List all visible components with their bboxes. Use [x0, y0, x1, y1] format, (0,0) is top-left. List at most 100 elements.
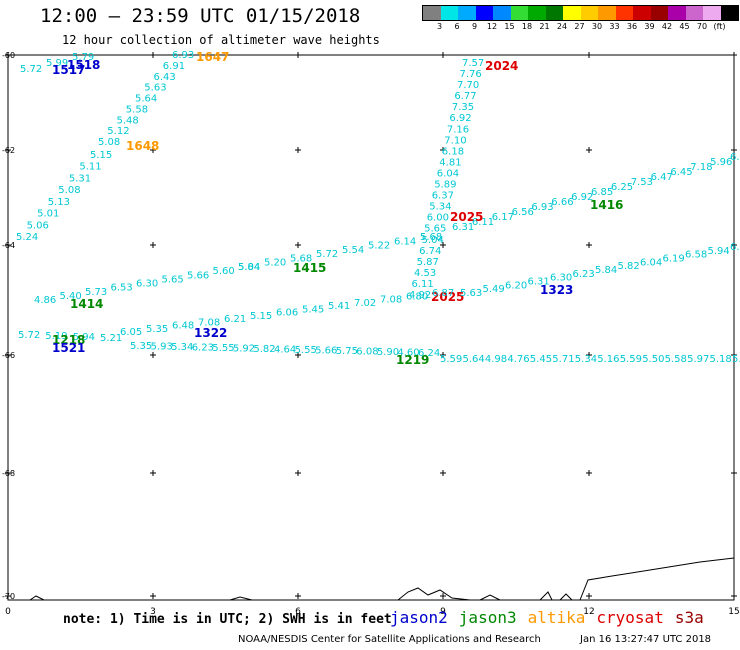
wave-height-value: 5.96	[710, 157, 732, 168]
wave-height-value: 5.73	[85, 287, 107, 298]
wave-height-value: 5.15	[250, 311, 272, 322]
wave-height-value: 6.47	[651, 172, 673, 183]
pass-time-label: 1415	[293, 261, 326, 275]
legend-tick-label: 30	[591, 22, 603, 31]
wave-height-value: 5.41	[328, 301, 350, 312]
wave-height-value: 6.18	[730, 152, 740, 163]
wave-height-value: 5.18	[710, 354, 732, 365]
wave-height-value: 5.22	[368, 241, 390, 252]
wave-height-value: 5.54	[342, 245, 364, 256]
wave-height-value: 7.10	[444, 135, 466, 146]
legend-tick-label: 24	[556, 22, 568, 31]
satellite-legend-s3a: s3a	[674, 608, 704, 627]
y-tick-label: -66	[2, 351, 15, 360]
wave-height-value: 5.62	[732, 354, 740, 365]
wave-height-value: 5.72	[316, 249, 338, 260]
wave-height-value: 7.08	[380, 295, 402, 306]
legend-swatch	[545, 6, 563, 20]
wave-height-value: 6.93	[172, 50, 194, 61]
pass-time-label: 1521	[52, 341, 85, 355]
wave-height-value: 5.59	[440, 354, 462, 365]
pass-time-label: 1414	[70, 297, 103, 311]
wave-height-value: 5.35	[130, 341, 152, 352]
wave-height-value: 5.55	[212, 343, 234, 354]
wave-height-value: 6.31	[528, 277, 550, 288]
wave-height-value: 6.92	[571, 192, 593, 203]
legend-swatch	[510, 6, 528, 20]
legend-swatch	[440, 6, 458, 20]
wave-height-value: 7.16	[447, 124, 469, 135]
wave-height-value: 6.04	[437, 169, 459, 180]
legend-tick-label: 15	[504, 22, 515, 31]
plot-frame	[7, 54, 735, 601]
wave-height-value: 7.02	[354, 298, 376, 309]
satellite-legend-altika: altika	[527, 608, 586, 627]
track-cryosat-2024: 7.577.767.706.777.356.927.167.106.184.81…	[409, 58, 518, 301]
pass-time-label: 1518	[67, 58, 100, 72]
wave-height-value: 6.56	[512, 207, 534, 218]
wave-height-value: 5.64	[135, 94, 157, 105]
wave-height-value: 4.92	[409, 290, 431, 301]
wave-height-value: 7.57	[462, 58, 484, 69]
wave-height-value: 6.17	[492, 212, 514, 223]
legend-tick-label: (ft)	[713, 22, 726, 31]
wave-height-value: 5.82	[618, 261, 640, 272]
wave-height-value: 5.94	[73, 332, 95, 343]
pass-time-label: 1517	[52, 63, 85, 77]
wave-height-value: 6.25	[611, 182, 633, 193]
generated-timestamp: Jan 16 13:27:47 UTC 2018	[580, 634, 712, 645]
wave-height-value: 5.68	[290, 253, 312, 264]
wave-height-value: 5.58	[665, 354, 687, 365]
x-tick-label: 15	[728, 607, 739, 617]
wave-height-value: 6.11	[412, 279, 434, 290]
track-cryosat-2025: 2025	[431, 290, 464, 304]
wave-height-value: 5.08	[58, 185, 80, 196]
legend-swatch	[703, 6, 721, 20]
legend-swatch	[475, 6, 493, 20]
wave-height-value: 5.45	[530, 354, 552, 365]
wave-height-value: 5.35	[146, 324, 168, 335]
legend-tick-label: 18	[521, 22, 533, 31]
legend-swatch	[493, 6, 511, 20]
credit-text: NOAA/NESDIS Center for Satellite Applica…	[238, 634, 541, 645]
wave-height-value: 6.30	[136, 279, 158, 290]
wave-height-value: 5.45	[302, 304, 324, 315]
legend-tick-label: 6	[454, 22, 460, 31]
wave-height-value: 6.14	[394, 236, 416, 247]
wave-height-value: 5.59	[620, 354, 642, 365]
wave-height-value: 5.20	[264, 258, 286, 269]
legend-swatch	[720, 6, 738, 20]
track-jason3-1416: 6.316.116.176.566.936.666.926.856.257.53…	[452, 152, 740, 233]
wave-height-value: 5.64	[463, 354, 485, 365]
track-jason2-1322: 6.05 5.35 6.48 7.08 6.21 5.15 6.06 5.45 5.41 7.02…	[120, 288, 454, 340]
wave-height-color-legend	[422, 5, 739, 21]
wave-height-value: 5.34	[171, 342, 193, 353]
wave-height-value: 5.19	[45, 331, 67, 342]
y-tick-label: -68	[2, 469, 15, 478]
legend-tick-label: 42	[661, 22, 673, 31]
wave-height-value: 5.31	[69, 173, 91, 184]
wave-height-value: 7.53	[631, 177, 653, 188]
track-jason2-1518: 1518	[67, 58, 100, 72]
wave-height-value: 5.94	[708, 246, 730, 257]
wave-height-value: 5.72	[18, 330, 40, 341]
wave-height-value: 5.01	[37, 209, 59, 220]
y-tick-label: -70	[2, 592, 15, 601]
wave-height-value: 6.37	[432, 191, 454, 202]
wave-height-value: 6.80	[406, 291, 428, 302]
wave-height-value: 6.23	[573, 269, 595, 280]
legend-swatch	[633, 6, 651, 20]
wave-height-value: 7.08	[198, 317, 220, 328]
pass-time-label: 1322	[194, 326, 227, 340]
wave-height-value: 5.04	[238, 262, 260, 273]
wave-height-value: 6.48	[172, 321, 194, 332]
y-tick-label: -62	[2, 146, 15, 155]
wave-height-value: 5.40	[60, 291, 82, 302]
wave-height-value: 6.04	[640, 257, 662, 268]
satellite-legend-jason3: jason3	[458, 608, 517, 627]
legend-tick-label: 27	[574, 22, 585, 31]
wave-height-value: 5.75	[336, 346, 358, 357]
wave-height-value: 5.92	[233, 344, 255, 355]
